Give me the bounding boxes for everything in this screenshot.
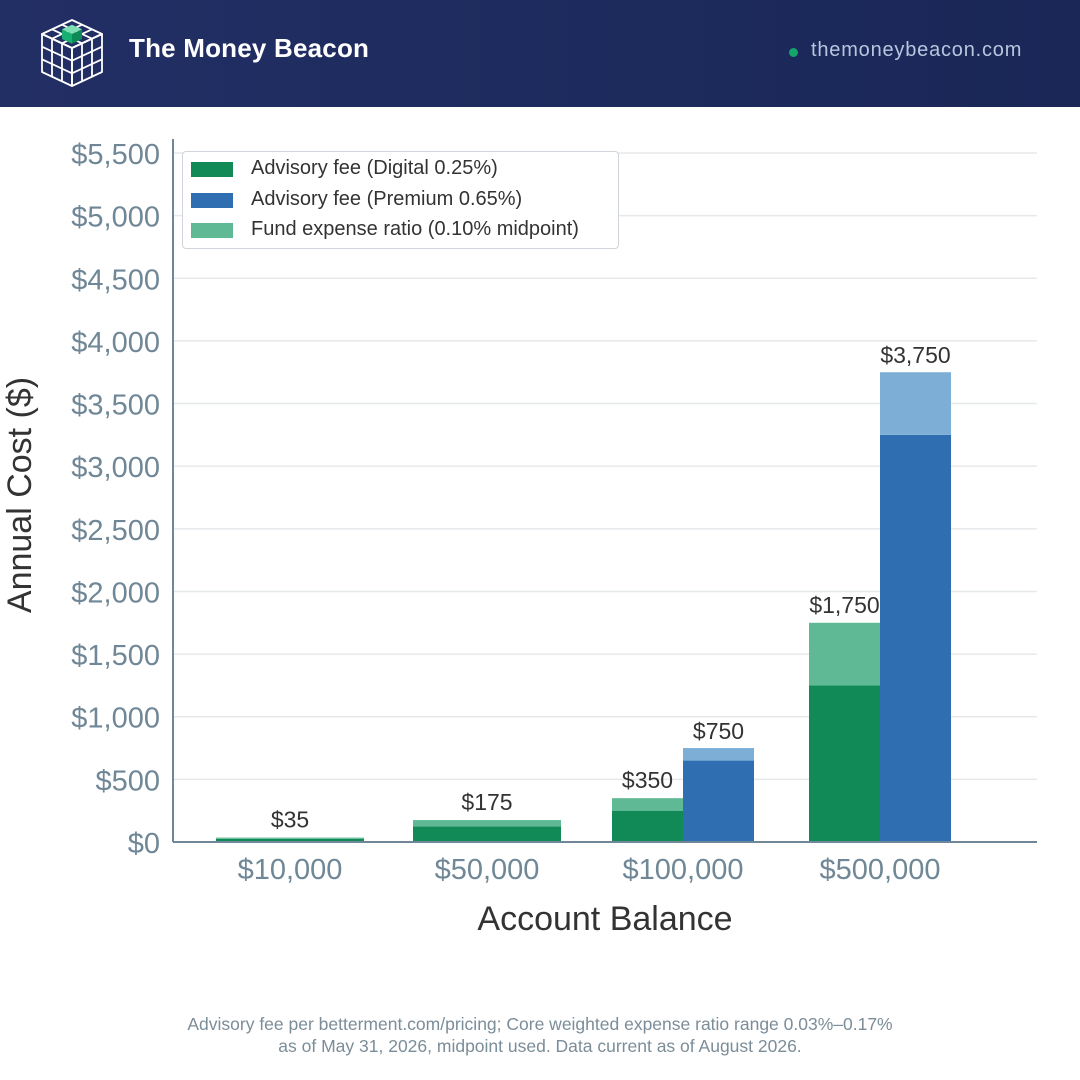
header-banner: The Money Beacon themoneybeacon.com (0, 0, 1080, 107)
y-tick-label: $2,500 (71, 515, 160, 547)
x-tick-label: $50,000 (435, 854, 540, 886)
y-tick-label: $1,000 (71, 703, 160, 735)
x-tick-label: $500,000 (820, 854, 941, 886)
data-label-digital-total: $175 (461, 789, 512, 815)
site-status-dot (789, 48, 798, 57)
bar-premium-fee (683, 760, 754, 842)
y-tick-label: $500 (95, 765, 160, 797)
bars (216, 372, 951, 842)
data-label-premium-total: $3,750 (880, 342, 950, 368)
bar-digital-fee (216, 838, 364, 842)
footnote-line-1: Advisory fee per betterment.com/pricing;… (187, 1014, 893, 1034)
y-tick-label: $5,000 (71, 202, 160, 234)
x-tick-label: $10,000 (238, 854, 343, 886)
y-tick-label: $5,500 (71, 139, 160, 171)
bar-digital-expense (809, 622, 880, 686)
footnote: Advisory fee per betterment.com/pricing;… (0, 1013, 1080, 1057)
data-label-digital-total: $35 (271, 807, 309, 833)
y-tick-label: $1,500 (71, 640, 160, 672)
cube-grid-icon (41, 19, 103, 87)
y-axis-title: Annual Cost ($) (1, 377, 39, 613)
legend-swatch-digital-fee (191, 162, 233, 177)
bar-digital-expense (612, 798, 683, 811)
y-tick-label: $3,500 (71, 390, 160, 422)
y-tick-label: $2,000 (71, 577, 160, 609)
y-tick-label: $4,500 (71, 264, 160, 296)
bar-premium-expense (683, 748, 754, 761)
axes (172, 139, 1037, 843)
bar-digital-fee (612, 810, 683, 842)
bar-digital-fee (413, 826, 561, 842)
x-axis-title: Account Balance (477, 900, 732, 938)
bar-digital-fee (809, 685, 880, 842)
bar-digital-expense (413, 820, 561, 827)
y-tick-label: $3,000 (71, 452, 160, 484)
data-label-digital-total: $1,750 (809, 592, 879, 618)
data-label-premium-total: $750 (693, 718, 744, 744)
labels: $0 $500 $1,000 $1,500 $2,000 $2,500 $3,000 $3,5… (1, 139, 951, 938)
x-tick-label: $100,000 (623, 854, 744, 886)
legend-label-expense-ratio: Fund expense ratio (0.10% midpoint) (251, 218, 579, 240)
legend-label-digital-fee: Advisory fee (Digital 0.25%) (251, 157, 498, 179)
bar-digital-expense (216, 837, 364, 839)
bar-premium-expense (880, 372, 951, 435)
site-url: themoneybeacon.com (811, 39, 1023, 61)
data-label-digital-total: $350 (622, 767, 673, 793)
chart-legend: Advisory fee (Digital 0.25%) Advisory fe… (182, 151, 619, 249)
y-tick-label: $0 (128, 828, 160, 860)
legend-swatch-premium-fee (191, 193, 233, 208)
y-tick-label: $4,000 (71, 327, 160, 359)
bar-premium-fee (880, 434, 951, 842)
legend-swatch-expense-ratio (191, 223, 233, 238)
brand-title: The Money Beacon (129, 33, 370, 63)
footnote-line-2: as of May 31, 2026, midpoint used. Data … (278, 1036, 802, 1056)
legend-label-premium-fee: Advisory fee (Premium 0.65%) (251, 188, 523, 210)
